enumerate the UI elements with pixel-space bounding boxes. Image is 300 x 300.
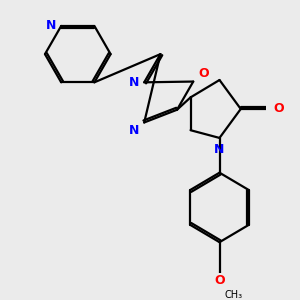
Text: N: N [214, 142, 225, 156]
Text: O: O [274, 103, 284, 116]
Text: N: N [46, 20, 57, 32]
Text: N: N [129, 124, 140, 137]
Text: O: O [214, 274, 225, 287]
Text: O: O [198, 67, 208, 80]
Text: N: N [129, 76, 140, 89]
Text: CH₃: CH₃ [224, 290, 242, 300]
